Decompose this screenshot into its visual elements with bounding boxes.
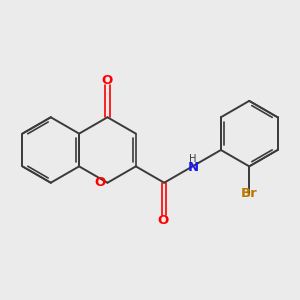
Text: O: O xyxy=(157,214,168,227)
Text: O: O xyxy=(102,74,113,87)
Text: N: N xyxy=(187,161,198,174)
Text: H: H xyxy=(189,154,196,164)
Text: Br: Br xyxy=(241,187,258,200)
Text: O: O xyxy=(94,176,106,189)
